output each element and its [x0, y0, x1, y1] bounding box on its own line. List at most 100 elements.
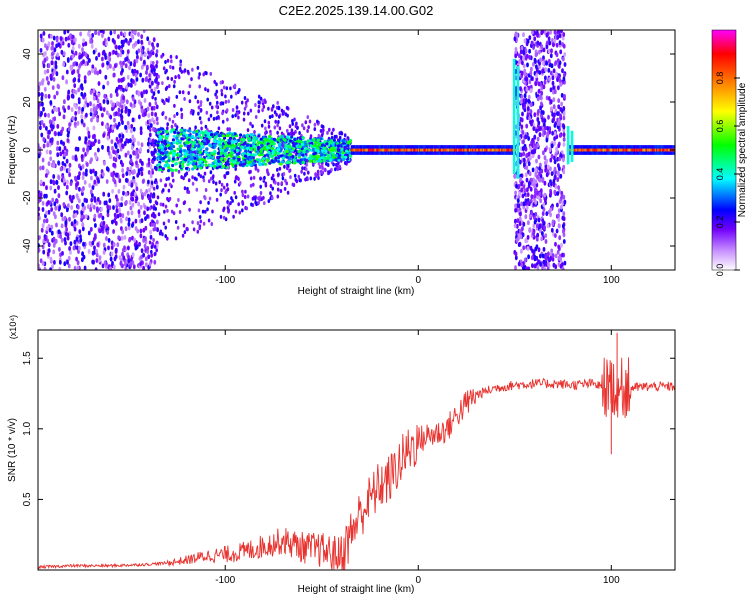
- heatmap-cell: [229, 201, 232, 206]
- heatmap-cell: [538, 61, 541, 66]
- heatmap-cell: [146, 141, 150, 147]
- heatmap-cell: [182, 201, 186, 206]
- heatmap-cell: [65, 158, 69, 164]
- heatmap-cell: [140, 65, 144, 70]
- heatmap-cell: [244, 189, 247, 194]
- heatmap-cell: [550, 143, 554, 149]
- heatmap-cell: [334, 158, 338, 162]
- heatmap-cell: [562, 194, 566, 200]
- heatmap-cell: [145, 70, 148, 75]
- heatmap-cell: [117, 45, 121, 50]
- heatmap-cell: [277, 147, 281, 151]
- heatmap-cell: [150, 180, 154, 185]
- heatmap-cell: [70, 205, 73, 210]
- heatmap-cell: [266, 170, 269, 175]
- heatmap-cell: [119, 146, 123, 152]
- heatmap-cell: [562, 124, 566, 130]
- heatmap-cell: [227, 138, 232, 142]
- heatmap-cell: [520, 201, 523, 207]
- heatmap-cell: [215, 188, 218, 193]
- heatmap-cell: [65, 184, 69, 190]
- heatmap-cell: [126, 166, 130, 172]
- heatmap-cell: [42, 106, 45, 112]
- heatmap-cell: [128, 170, 132, 176]
- heatmap-cell: [560, 242, 563, 248]
- heatmap-cell: [519, 211, 522, 217]
- heatmap-cell: [101, 215, 105, 221]
- heatmap-cell: [293, 117, 296, 122]
- heatmap-cell: [520, 117, 524, 123]
- heatmap-cell: [40, 110, 43, 116]
- heatmap-cell: [546, 266, 550, 270]
- heatmap-cell: [297, 153, 301, 157]
- heatmap-cell: [95, 95, 98, 101]
- heatmap-cell: [527, 98, 531, 104]
- heatmap-cell: [121, 133, 125, 139]
- heatmap-cell: [308, 119, 312, 124]
- heatmap-cell: [551, 253, 555, 258]
- heatmap-cell: [557, 104, 561, 110]
- heatmap-cell: [127, 254, 130, 260]
- heatmap-cell: [524, 146, 528, 152]
- heatmap-cell: [47, 41, 51, 47]
- heatmap-cell: [549, 87, 553, 93]
- heatmap-cell: [119, 52, 123, 58]
- heatmap-cell: [557, 98, 561, 103]
- heatmap-cell: [516, 66, 520, 179]
- heatmap-cell: [314, 151, 318, 155]
- heatmap-cell: [125, 216, 128, 222]
- heatmap-cell: [274, 151, 278, 155]
- heatmap-cell: [99, 30, 103, 33]
- heatmap-cell: [48, 119, 52, 125]
- heatmap-cell: [519, 49, 523, 55]
- heatmap-cell: [539, 198, 543, 204]
- heatmap-cell: [153, 72, 157, 77]
- heatmap-cell: [189, 153, 193, 157]
- heatmap-cell: [87, 230, 91, 236]
- heatmap-cell: [115, 44, 118, 50]
- heatmap-cell: [72, 61, 76, 67]
- heatmap-cell: [65, 79, 68, 84]
- heatmap-cell: [162, 156, 166, 160]
- heatmap-cell: [92, 49, 96, 55]
- heatmap-cell: [129, 37, 132, 43]
- heatmap-cell: [77, 87, 81, 93]
- heatmap-cell: [87, 139, 91, 145]
- heatmap-cell: [547, 251, 550, 257]
- heatmap-cell: [520, 55, 523, 61]
- heatmap-cell: [129, 205, 133, 211]
- heatmap-cell: [540, 109, 544, 115]
- heatmap-cell: [112, 177, 115, 183]
- heatmap-cell: [199, 200, 202, 205]
- heatmap-cell: [53, 68, 56, 74]
- heatmap-cell: [237, 202, 240, 207]
- heatmap-cell: [201, 209, 205, 214]
- heatmap-cell: [127, 225, 131, 231]
- heatmap-cell: [152, 119, 156, 125]
- heatmap-cell: [66, 232, 70, 238]
- heatmap-cell: [135, 196, 139, 201]
- heatmap-cell: [529, 186, 533, 192]
- heatmap-cell: [193, 156, 197, 160]
- heatmap-cell: [80, 210, 84, 216]
- heatmap-cell: [320, 163, 324, 168]
- heatmap-cell: [542, 47, 546, 53]
- heatmap-cell: [39, 33, 43, 39]
- heatmap-cell: [199, 142, 203, 146]
- heatmap-cell: [558, 133, 562, 138]
- heatmap-cell: [91, 185, 95, 191]
- heatmap-cell: [197, 105, 201, 110]
- heatmap-cell: [121, 68, 124, 73]
- heatmap-cell: [522, 98, 526, 103]
- heatmap-cell: [80, 114, 84, 120]
- heatmap-cell: [47, 161, 51, 167]
- heatmap-cell: [38, 153, 41, 159]
- heatmap-cell: [195, 132, 199, 136]
- heatmap-cell: [187, 178, 191, 183]
- heatmap-cell: [301, 136, 305, 140]
- heatmap-cell: [115, 86, 119, 92]
- heatmap-cell: [73, 239, 77, 245]
- heatmap-cell: [217, 159, 221, 163]
- heatmap-cell: [59, 166, 63, 172]
- heatmap-cell: [251, 142, 255, 146]
